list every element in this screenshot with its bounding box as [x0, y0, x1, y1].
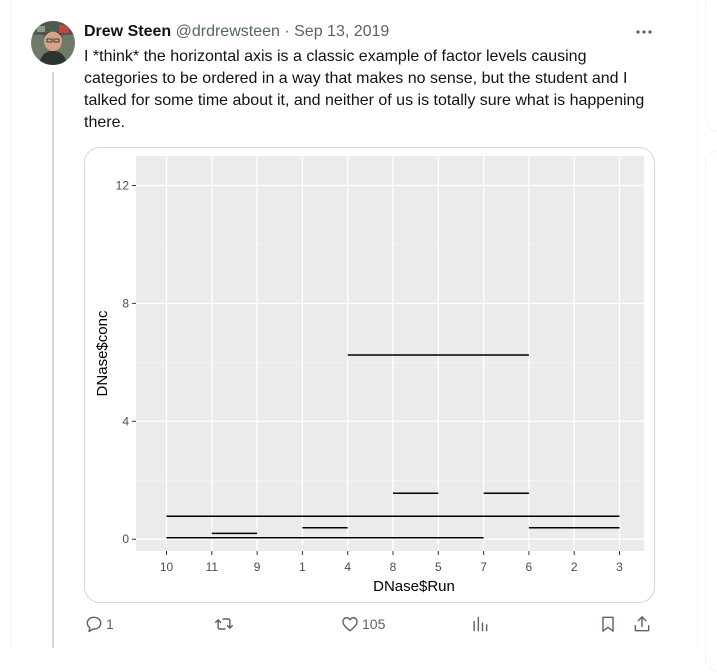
- reply-button[interactable]: 1: [84, 614, 114, 634]
- plot-panel: [136, 156, 644, 551]
- tweet-header: Drew Steen @drdrewsteen · Sep 13, 2019: [84, 22, 389, 42]
- tweet-media-chart[interactable]: 0 4 8 12 10 11 9 1 4 8 5 7 6 2 3 DNase$Run DNase$conc: [84, 147, 655, 603]
- views-button[interactable]: [470, 614, 490, 634]
- share-button[interactable]: [632, 614, 652, 634]
- x-tick-label: 5: [435, 560, 442, 574]
- author-name[interactable]: Drew Steen: [84, 23, 172, 40]
- x-tick-label: 2: [571, 560, 578, 574]
- x-tick-label: 8: [390, 560, 397, 574]
- more-options-button[interactable]: [634, 22, 654, 48]
- y-tick-label: 12: [116, 178, 130, 192]
- author-handle[interactable]: @drdrewsteen: [175, 23, 280, 40]
- tweet-text: I *think* the horizontal axis is a class…: [84, 48, 645, 131]
- more-horizontal-icon: [636, 30, 652, 34]
- x-axis-title: DNase$Run: [373, 578, 455, 595]
- sidebar-card: [705, 150, 717, 672]
- like-count: 105: [362, 616, 386, 632]
- x-tick-label: 10: [160, 560, 174, 574]
- bookmark-icon: [602, 616, 614, 632]
- sidebar-card: [705, 0, 717, 132]
- reply-count: 1: [106, 616, 114, 632]
- y-tick-label: 0: [122, 532, 129, 546]
- tweet-actions: 1 105: [84, 614, 656, 642]
- timeline-right-border: [697, 0, 698, 648]
- y-tick-label: 4: [122, 414, 129, 428]
- analytics-bars-icon: [473, 616, 488, 632]
- share-icon: [634, 616, 650, 632]
- x-tick-label: 9: [254, 560, 261, 574]
- x-tick-label: 1: [299, 560, 306, 574]
- retweet-icon: [214, 618, 234, 630]
- avatar[interactable]: [31, 21, 75, 65]
- chart-plot: 0 4 8 12 10 11 9 1 4 8 5 7 6 2 3 DNase$Run DNase$conc: [94, 156, 644, 595]
- retweet-button[interactable]: [214, 614, 236, 634]
- like-button[interactable]: 105: [340, 614, 385, 634]
- bookmark-button[interactable]: [598, 614, 618, 634]
- x-tick-label: 6: [526, 560, 533, 574]
- reply-icon: [86, 616, 102, 633]
- x-tick-label: 11: [206, 560, 219, 574]
- x-tick-label: 7: [480, 560, 487, 574]
- heart-icon: [342, 617, 358, 632]
- x-tick-label: 4: [344, 560, 351, 574]
- x-tick-label: 3: [616, 560, 623, 574]
- y-tick-label: 8: [122, 296, 129, 310]
- y-axis-title: DNase$conc: [94, 310, 111, 396]
- timeline-left-border: [11, 0, 12, 648]
- thread-connector-line: [52, 72, 54, 648]
- tweet-date[interactable]: Sep 13, 2019: [294, 23, 390, 40]
- separator-dot: ·: [284, 23, 290, 40]
